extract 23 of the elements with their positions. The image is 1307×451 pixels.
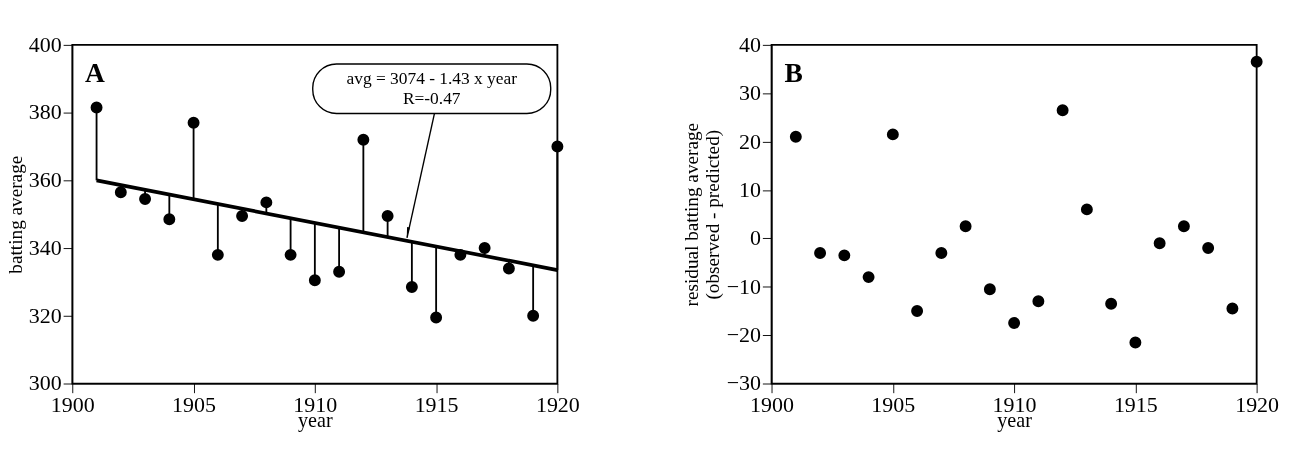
y-tick-label: 30 [739, 80, 762, 106]
annotation: avg = 3074 - 1.43 x year R=-0.47 [346, 69, 518, 109]
y-tick-label: 400 [28, 31, 62, 57]
y-tick-label: 20 [739, 128, 762, 154]
x-tick-label: 1920 [535, 392, 580, 418]
annotation: A [85, 57, 106, 88]
y-tick-label: 380 [28, 99, 62, 125]
x-tick-label: 1905 [871, 392, 916, 418]
y-axis-title: residual batting average (observed - predicted) [681, 122, 725, 307]
annotation: B [784, 57, 803, 88]
y-axis-title: batting average [4, 155, 26, 274]
y-tick-label: 340 [28, 234, 62, 260]
y-tick-label: 360 [28, 167, 62, 193]
y-tick-label: 320 [28, 302, 62, 328]
x-tick-label: 1915 [1113, 392, 1158, 418]
y-tick-label: 40 [739, 31, 762, 57]
y-tick-label: −10 [726, 273, 762, 299]
x-tick-label: 1920 [1235, 392, 1280, 418]
y-tick-label: 0 [750, 225, 762, 251]
x-tick-label: 1905 [172, 392, 217, 418]
y-tick-label: −20 [726, 322, 762, 348]
y-tick-label: 10 [739, 176, 762, 202]
x-tick-label: 1915 [414, 392, 459, 418]
